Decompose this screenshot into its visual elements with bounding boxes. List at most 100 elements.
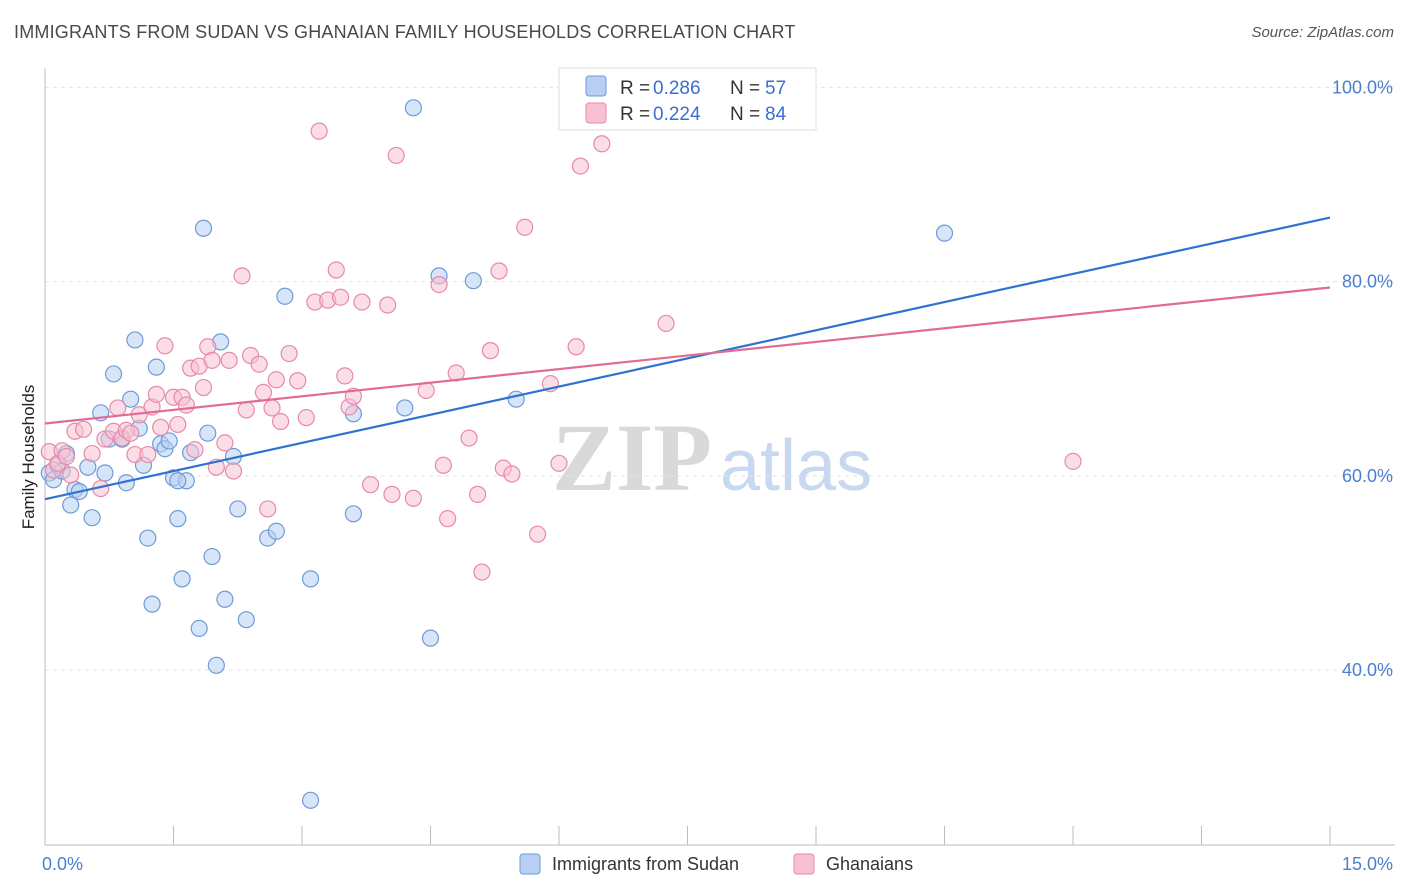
sudan-point	[143, 595, 161, 613]
legend-r-label-sudan: R =	[620, 78, 650, 99]
ghanaians-point	[550, 454, 568, 472]
sudan-point	[935, 224, 954, 242]
legend-r-value-ghanaians: 0.224	[653, 104, 701, 125]
sudan-point	[301, 570, 320, 588]
legend-box: R = 0.286 N = 57 R = 0.224 N = 84	[558, 67, 817, 131]
ghanaians-point	[404, 489, 422, 507]
ghanaians-point	[186, 441, 204, 459]
sudan-point	[421, 629, 440, 647]
watermark-atlas: atlas	[720, 426, 872, 506]
ghanaians-point	[57, 447, 76, 466]
ghanaians-point	[1064, 452, 1082, 470]
series-ghanaians-points	[40, 122, 1082, 581]
ghanaians-point	[327, 261, 345, 279]
sudan-point	[147, 358, 165, 376]
sudan-point	[276, 287, 294, 305]
watermark-zip: ZIP	[552, 404, 712, 511]
sudan-point	[96, 464, 114, 482]
y-tick-label: 60.0%	[1342, 466, 1393, 486]
ghanaians-point	[109, 399, 127, 417]
ghanaians-point	[571, 157, 590, 175]
sudan-point	[464, 272, 482, 290]
ghanaians-point	[152, 418, 170, 436]
sudan-point	[267, 522, 285, 540]
ghanaians-point	[361, 476, 380, 494]
ghanaians-point	[224, 462, 243, 480]
ghanaians-point	[220, 351, 238, 369]
ghanaians-point	[122, 424, 140, 442]
sudan-point	[139, 529, 157, 547]
sudan-point	[104, 365, 123, 383]
ghanaians-point	[177, 396, 195, 414]
ghanaians-point	[331, 288, 350, 306]
ghanaians-point	[481, 342, 500, 360]
sudan-point	[207, 656, 225, 674]
sudan-point	[169, 510, 187, 528]
ghanaians-point	[383, 485, 401, 503]
ghanaians-point	[259, 500, 277, 518]
legend-n-value-sudan: 57	[765, 78, 786, 99]
ghanaians-point	[439, 510, 457, 528]
sudan-point	[396, 399, 414, 417]
sudan-point	[301, 791, 320, 809]
ghanaians-point	[469, 485, 487, 503]
sudan-point	[190, 619, 208, 638]
sudan-point	[404, 99, 422, 117]
y-tick-label: 100.0%	[1332, 77, 1393, 97]
sudan-point	[507, 390, 525, 408]
ghanaians-trend-line	[44, 286, 1331, 425]
x-ticks	[44, 826, 1331, 845]
sudan-point	[203, 547, 221, 566]
ghanaians-point	[271, 412, 290, 431]
sudan-point	[83, 509, 101, 527]
ghanaians-point	[216, 434, 234, 452]
legend-n-label-sudan: N =	[730, 78, 760, 99]
ghanaians-point	[430, 275, 448, 294]
sudan-point	[62, 496, 80, 514]
bottom-legend-swatch-ghanaians	[793, 853, 815, 875]
sudan-point	[229, 500, 247, 518]
ghanaians-point	[156, 337, 174, 355]
sudan-trend-line	[44, 216, 1331, 501]
y-tick-label: 40.0%	[1342, 660, 1393, 680]
ghanaians-point	[310, 122, 328, 140]
sudan-point	[344, 505, 362, 523]
ghanaians-point	[434, 456, 452, 474]
ghanaians-point	[657, 314, 675, 333]
ghanaians-point	[297, 409, 315, 427]
sudan-point	[216, 590, 234, 608]
ghanaians-point	[490, 262, 508, 280]
legend-swatch-sudan	[585, 75, 607, 97]
trend-lines	[44, 216, 1331, 501]
ghanaians-point	[147, 385, 165, 403]
sudan-point	[173, 570, 191, 588]
bottom-legend: Immigrants from Sudan Ghanaians	[519, 853, 913, 875]
legend-r-value-sudan: 0.286	[653, 78, 701, 99]
ghanaians-point	[254, 383, 273, 401]
bottom-legend-label-ghanaians: Ghanaians	[826, 854, 913, 874]
ghanaians-point	[336, 367, 354, 385]
ghanaians-point	[387, 146, 405, 165]
sudan-point	[194, 219, 213, 237]
ghanaians-point	[237, 401, 255, 419]
sudan-point	[237, 611, 255, 629]
sudan-point	[126, 331, 144, 349]
y-axis-title: Family Households	[19, 385, 38, 530]
ghanaians-point	[203, 351, 221, 369]
sudan-point	[199, 424, 217, 442]
ghanaians-point	[233, 267, 251, 285]
ghanaians-point	[289, 372, 307, 390]
ghanaians-point	[62, 466, 80, 484]
chart-title: IMMIGRANTS FROM SUDAN VS GHANAIAN FAMILY…	[14, 22, 796, 42]
ghanaians-point	[516, 218, 534, 236]
sudan-point	[169, 472, 187, 490]
ghanaians-point	[83, 444, 101, 463]
legend-n-value-ghanaians: 84	[765, 104, 787, 125]
ghanaians-point	[379, 296, 397, 314]
bottom-legend-label-sudan: Immigrants from Sudan	[552, 854, 739, 874]
ghanaians-point	[567, 338, 585, 356]
legend-swatch-ghanaians	[585, 102, 607, 124]
legend-n-label-ghanaians: N =	[730, 104, 760, 125]
y-tick-label: 80.0%	[1342, 272, 1393, 292]
ghanaians-point	[267, 371, 285, 389]
